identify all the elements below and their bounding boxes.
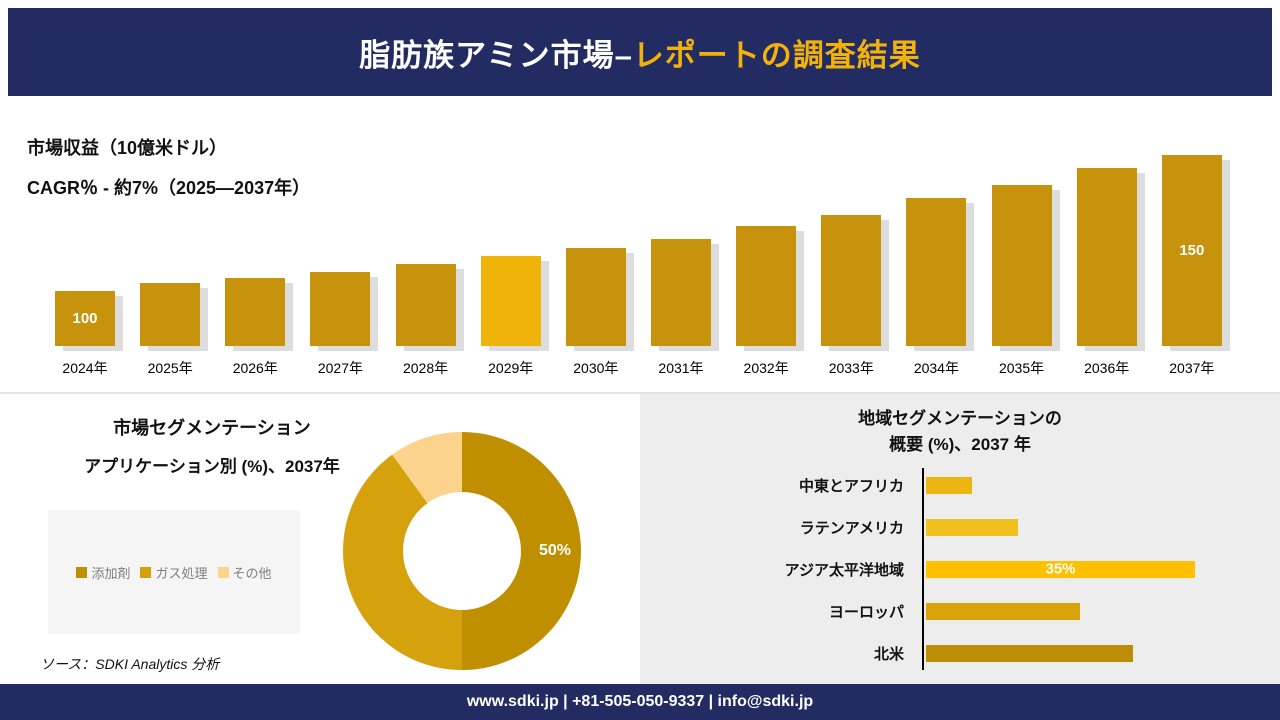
regional-bar <box>926 602 1080 620</box>
regional-rows: 中東とアフリカ ラテンアメリカアジア太平洋地域 35% ヨーロッパ北米 <box>640 464 1280 674</box>
revenue-axis-label: 2034年 <box>913 360 959 376</box>
legend-label: 添加剤 <box>91 565 131 581</box>
revenue-bar-column: 2033年 <box>821 215 882 378</box>
segmentation-panel: 市場セグメンテーション アプリケーション別 (%)、2037年 添加剤 ガス処理 そ… <box>0 394 640 684</box>
revenue-bar <box>1076 168 1137 346</box>
regional-bar-value: 35% <box>1045 560 1076 578</box>
regional-bar <box>926 518 1018 536</box>
footer-bar: www.sdki.jp | +81-505-050-9337 | info@sd… <box>0 684 1280 720</box>
revenue-axis-label: 2025年 <box>147 360 193 376</box>
legend-label: ガス処理 <box>155 565 208 581</box>
revenue-bar <box>310 272 371 346</box>
revenue-bar: 150 <box>1161 155 1222 346</box>
revenue-bar <box>395 264 456 346</box>
revenue-axis-label: 2033年 <box>828 360 874 376</box>
section-divider <box>0 392 1280 394</box>
revenue-axis-label: 2037年 <box>1169 360 1215 376</box>
regional-row: ラテンアメリカ <box>640 506 1280 548</box>
donut-hole <box>403 492 521 610</box>
regional-row: ヨーロッパ <box>640 590 1280 632</box>
regional-row: アジア太平洋地域 35% <box>640 548 1280 590</box>
revenue-bar-column: 2025年 <box>140 283 201 378</box>
y-axis-line <box>922 468 924 670</box>
revenue-bar: 100 <box>55 291 115 346</box>
header-banner: 脂肪族アミン市場–レポートの調査結果 <box>8 8 1272 96</box>
revenue-bar-value: 150 <box>1179 242 1205 259</box>
regional-row: 中東とアフリカ <box>640 464 1280 506</box>
revenue-axis-label: 2036年 <box>1084 360 1130 376</box>
donut-data-label: 50% <box>538 542 571 559</box>
revenue-bar <box>906 198 967 346</box>
revenue-bar-value: 100 <box>72 310 98 327</box>
revenue-bar <box>991 185 1052 346</box>
regional-bar <box>926 644 1133 662</box>
revenue-axis-label: 2027年 <box>317 360 363 376</box>
regional-title-line1: 地域セグメンテーションの <box>858 409 1062 428</box>
segmentation-subtitle: アプリケーション別 (%)、2037年 <box>84 457 340 476</box>
legend-swatch <box>217 566 229 578</box>
revenue-chart-subtitle: CAGR％ - 約7%（2025―2037年） <box>27 178 311 198</box>
revenue-bar <box>650 239 711 346</box>
revenue-bar-column: 2029年 <box>480 256 541 378</box>
regional-title-line2: 概要 (%)、2037 年 <box>889 434 1031 454</box>
revenue-section: 市場収益（10億米ドル） CAGR％ - 約7%（2025―2037年） 100… <box>0 96 1280 392</box>
legend-item: 添加剤 <box>76 563 130 582</box>
footer-contact-text: www.sdki.jp | +81-505-050-9337 | info@sd… <box>466 693 814 710</box>
revenue-axis-label: 2032年 <box>743 360 789 376</box>
legend-swatch <box>76 566 88 578</box>
regional-row-label: 中東とアフリカ <box>798 477 904 495</box>
page-title-accent: レポートの調査結果 <box>632 37 921 73</box>
revenue-bar-column: 150 2037年 <box>1161 155 1222 378</box>
legend-swatch <box>140 566 152 578</box>
revenue-bar <box>565 248 626 346</box>
revenue-bar-column: 100 2024年 <box>55 291 115 378</box>
revenue-axis-label: 2026年 <box>232 360 278 376</box>
legend-item: ガス処理 <box>140 563 208 582</box>
revenue-bar-column: 2031年 <box>650 239 711 378</box>
regional-row-label: ラテンアメリカ <box>799 519 904 537</box>
regional-row-label: ヨーロッパ <box>828 603 904 621</box>
revenue-chart-title: 市場収益（10億米ドル） <box>27 138 228 158</box>
revenue-bar-column: 2028年 <box>395 264 456 378</box>
legend-label: その他 <box>232 565 272 581</box>
segmentation-title: 市場セグメンテーション <box>113 418 311 438</box>
revenue-axis-label: 2028年 <box>402 360 449 376</box>
revenue-axis-label: 2035年 <box>998 360 1045 376</box>
source-note: ソース：SDKI Analytics 分析 <box>40 656 220 672</box>
revenue-bar <box>821 215 882 346</box>
revenue-axis-label: 2024年 <box>62 360 108 376</box>
regional-panel: 地域セグメンテーションの 概要 (%)、2037 年 中東とアフリカ ラテンアメリ… <box>640 394 1280 684</box>
regional-bar: 35% <box>926 560 1195 578</box>
app-legend: 添加剤 ガス処理 その他 <box>48 510 300 634</box>
page-title-main: 脂肪族アミン市場– <box>359 37 633 73</box>
revenue-bar <box>225 278 286 346</box>
revenue-bar <box>480 256 541 346</box>
regional-bar <box>926 476 972 494</box>
revenue-bar-column: 2030年 <box>565 248 626 378</box>
segmentation-titles: 市場セグメンテーション アプリケーション別 (%)、2037年 <box>16 414 408 477</box>
revenue-axis-label: 2029年 <box>488 360 534 376</box>
revenue-bar-column: 2036年 <box>1076 168 1137 378</box>
regional-row-label: 北米 <box>873 645 904 663</box>
donut-chart: 50% <box>343 432 581 670</box>
revenue-axis-label: 2031年 <box>658 360 704 376</box>
revenue-bar-column: 2027年 <box>310 272 371 378</box>
regional-title: 地域セグメンテーションの 概要 (%)、2037 年 <box>640 406 1280 457</box>
revenue-bars: 100 2024年 2025年 2026年 2027年 2028年 2029年 2030年 20… <box>55 155 1222 378</box>
revenue-bar-column: 2032年 <box>736 226 797 378</box>
revenue-bar <box>736 226 797 346</box>
revenue-bar-column: 2034年 <box>906 198 967 378</box>
regional-row: 北米 <box>640 632 1280 674</box>
revenue-bar-column: 2026年 <box>225 278 286 378</box>
regional-row-label: アジア太平洋地域 <box>784 561 904 579</box>
revenue-bar <box>140 283 201 346</box>
page-title: 脂肪族アミン市場–レポートの調査結果 <box>359 30 921 75</box>
revenue-axis-label: 2030年 <box>573 360 619 376</box>
legend-item: その他 <box>217 563 272 582</box>
revenue-bar-column: 2035年 <box>991 185 1052 378</box>
